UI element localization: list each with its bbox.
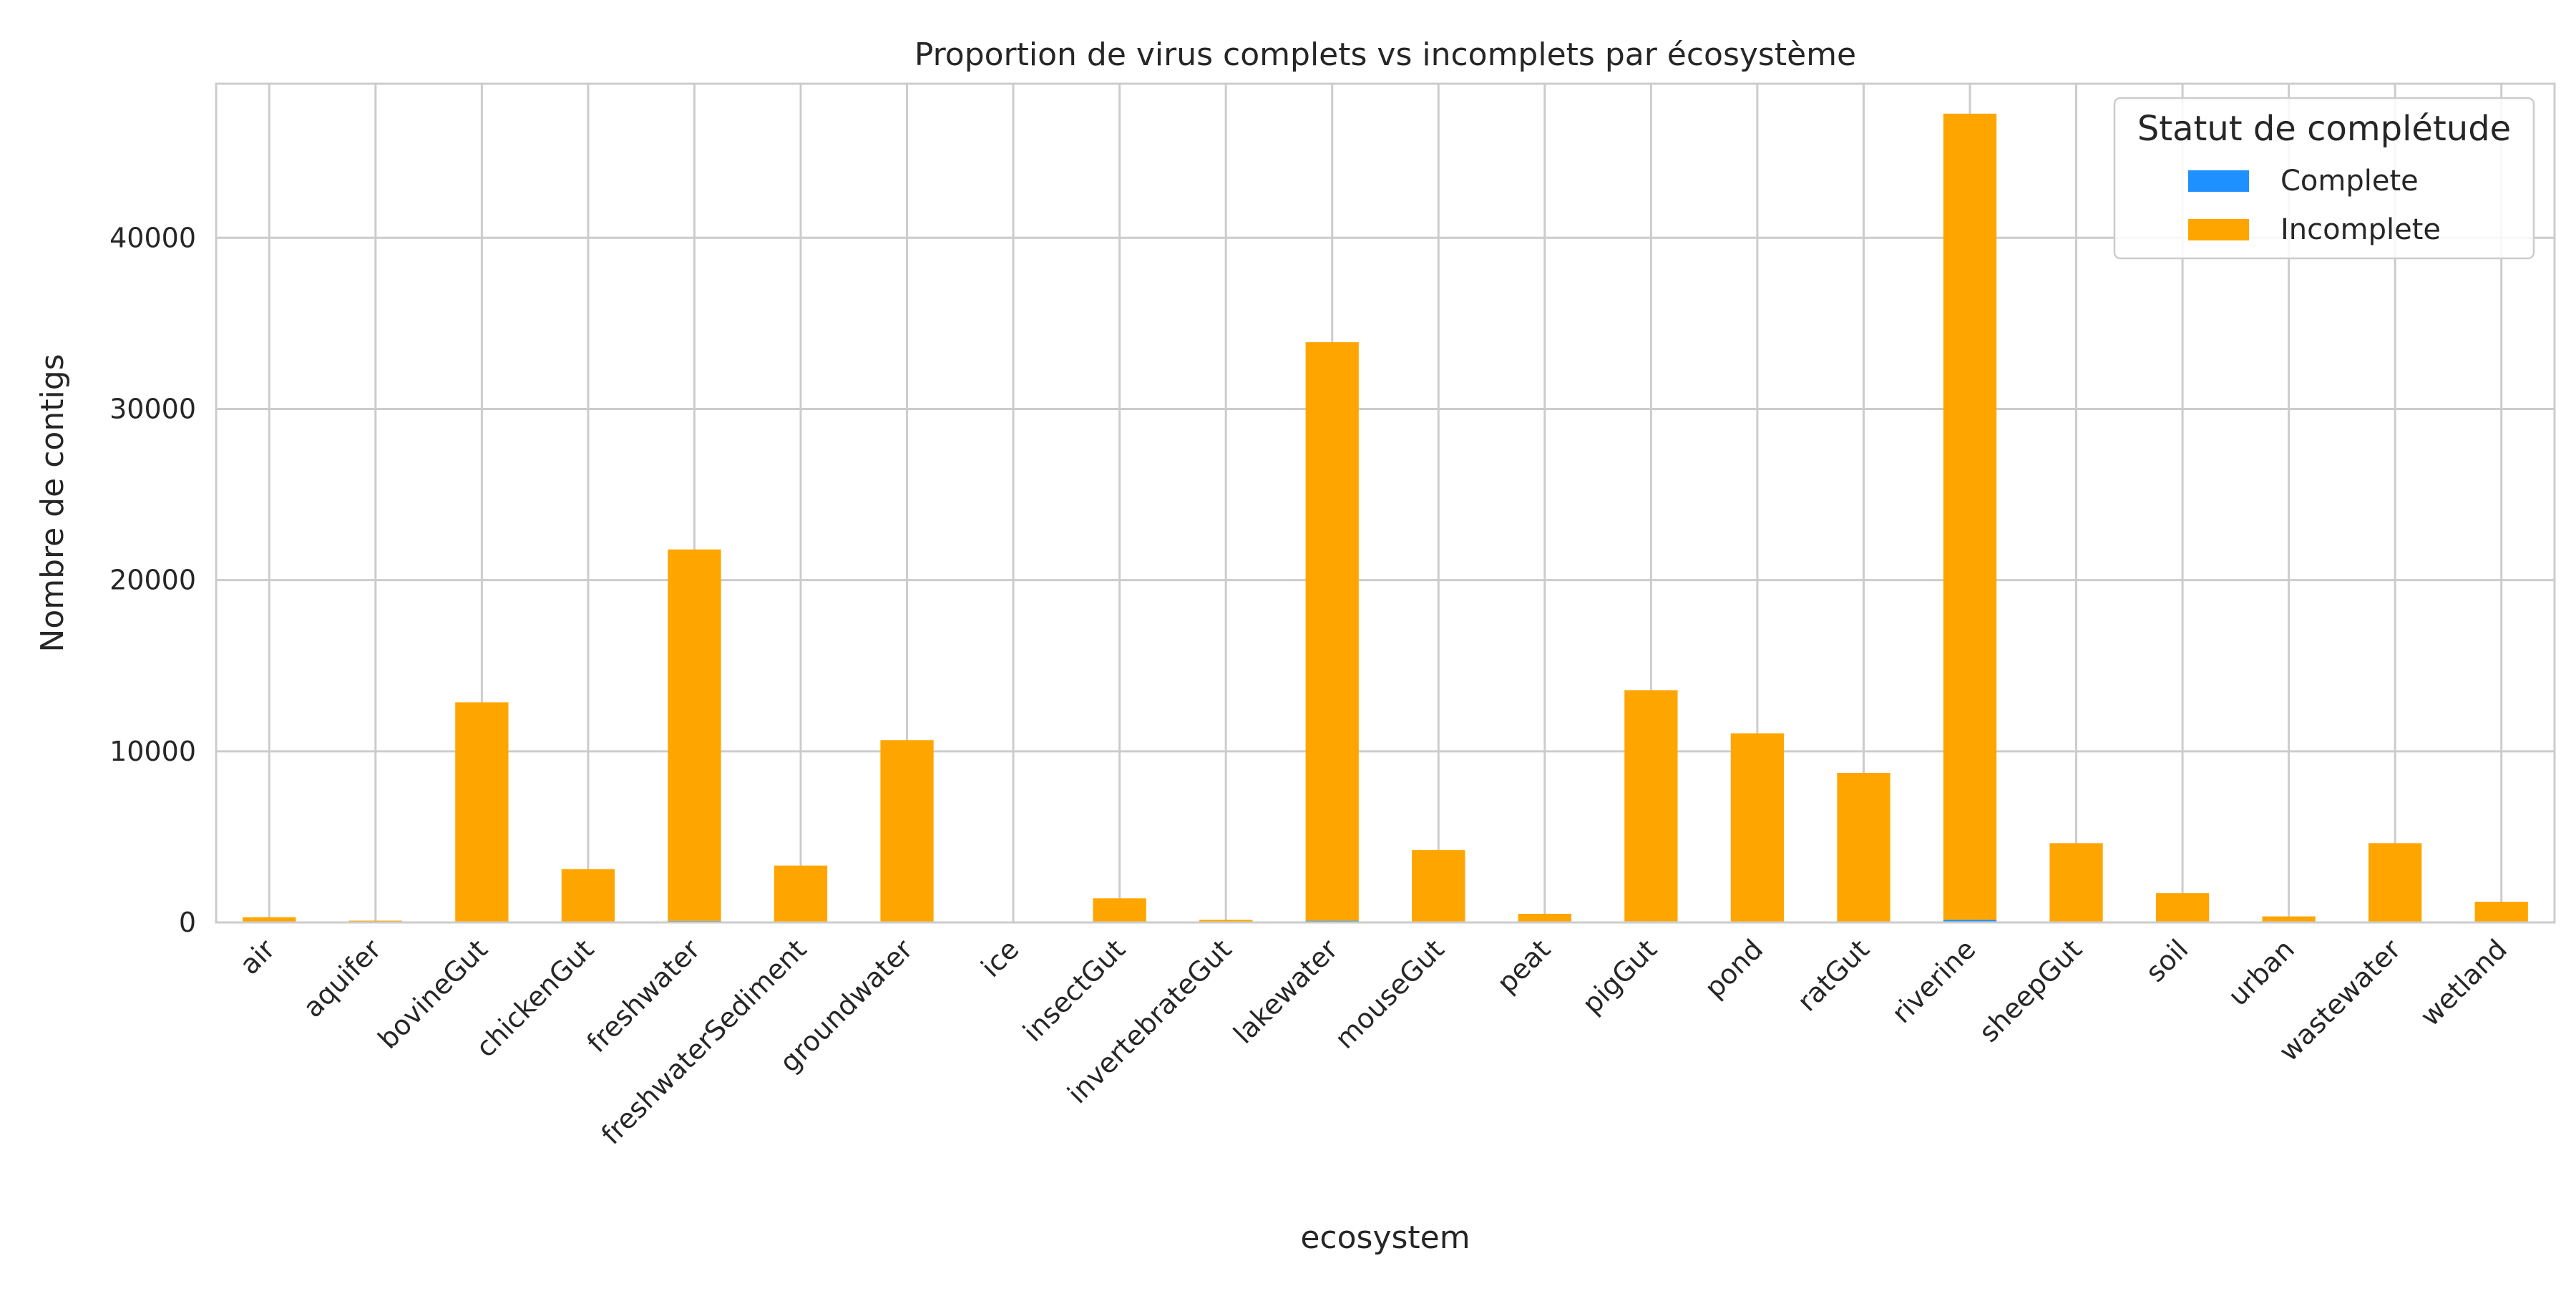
x-tick-label-sheepGut: sheepGut xyxy=(1973,933,2088,1048)
legend-swatch-complete xyxy=(2188,170,2249,192)
bar-incomplete-wastewater xyxy=(2368,843,2421,922)
x-tick-label-soil: soil xyxy=(2140,933,2194,988)
bar-incomplete-bovineGut xyxy=(455,702,508,921)
x-tick-label-ratGut: ratGut xyxy=(1791,933,1875,1018)
x-tick-label-lakewater: lakewater xyxy=(1227,933,1344,1050)
x-axis-label: ecosystem xyxy=(1300,1219,1470,1256)
y-tick-label: 30000 xyxy=(109,393,196,424)
y-axis-label: Nombre de contigs xyxy=(34,354,71,652)
bar-incomplete-sheepGut xyxy=(2049,843,2102,922)
bar-incomplete-ratGut xyxy=(1837,773,1890,922)
y-tick-labels: 0 10000 20000 30000 40000 xyxy=(109,222,196,938)
bar-incomplete-freshwater xyxy=(668,550,721,921)
legend-label-incomplete: Incomplete xyxy=(2280,213,2441,246)
chart-title: Proportion de virus complets vs incomple… xyxy=(914,36,1856,73)
x-tick-label-pigGut: pigGut xyxy=(1576,933,1663,1020)
x-tick-label-insectGut: insectGut xyxy=(1017,933,1131,1048)
bar-incomplete-mouseGut xyxy=(1412,850,1465,922)
bar-incomplete-groundwater xyxy=(880,740,933,922)
x-tick-label-riverine: riverine xyxy=(1885,933,1981,1029)
x-tick-label-urban: urban xyxy=(2222,933,2301,1012)
y-tick-label: 40000 xyxy=(109,222,196,253)
y-tick-label: 0 xyxy=(179,907,196,938)
bar-incomplete-wetland xyxy=(2475,902,2528,922)
x-tick-label-peat: peat xyxy=(1491,933,1556,999)
bar-incomplete-chickenGut xyxy=(562,869,615,922)
y-tick-label: 20000 xyxy=(109,565,196,596)
bar-incomplete-insectGut xyxy=(1093,898,1146,922)
bar-incomplete-soil xyxy=(2156,893,2209,922)
x-tick-label-aquifer: aquifer xyxy=(297,933,387,1023)
x-tick-label-pond: pond xyxy=(1699,933,1770,1004)
legend-label-complete: Complete xyxy=(2280,165,2419,198)
x-tick-label-wetland: wetland xyxy=(2414,933,2513,1032)
x-tick-label-air: air xyxy=(234,933,281,980)
legend-swatch-incomplete xyxy=(2188,219,2249,240)
x-tick-label-ice: ice xyxy=(975,933,1025,983)
x-tick-label-mouseGut: mouseGut xyxy=(1329,933,1450,1055)
legend-title: Statut de complétude xyxy=(2137,109,2511,149)
bar-incomplete-pigGut xyxy=(1624,690,1677,921)
bar-incomplete-lakewater xyxy=(1306,342,1359,920)
bar-incomplete-freshwaterSediment xyxy=(774,866,827,922)
y-tick-label: 10000 xyxy=(109,736,196,767)
bar-incomplete-riverine xyxy=(1943,114,1996,920)
bar-incomplete-peat xyxy=(1518,914,1571,922)
x-tick-label-freshwaterSediment: freshwaterSediment xyxy=(595,933,813,1151)
bar-incomplete-pond xyxy=(1731,734,1784,922)
legend: Statut de complétude Complete Incomplete xyxy=(2114,98,2534,258)
